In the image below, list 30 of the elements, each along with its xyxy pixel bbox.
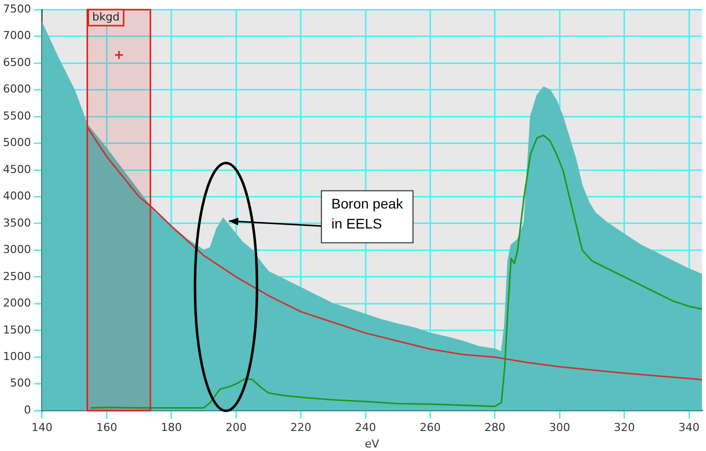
y-tick-label: 4000 <box>2 190 31 203</box>
x-tick-label: 340 <box>678 421 700 434</box>
y-tick-label: 5500 <box>2 109 31 122</box>
annotation: Boron peak in EELS <box>331 196 404 232</box>
y-tick-label: 1000 <box>2 350 31 363</box>
y-tick-label: 1500 <box>2 323 31 336</box>
y-tick-label: 3000 <box>2 243 31 256</box>
y-tick-label: 2000 <box>2 296 31 310</box>
x-tick-label: 260 <box>420 421 441 434</box>
x-tick-label: 240 <box>355 421 376 434</box>
y-tick-label: 7500 <box>2 2 31 16</box>
y-tick-label: 6500 <box>2 56 31 69</box>
x-tick-label: 200 <box>226 421 247 434</box>
x-tick-label: 180 <box>160 421 182 434</box>
x-tick-label: 220 <box>290 421 312 434</box>
y-tick-label: 2500 <box>2 270 31 283</box>
y-tick-label: 3500 <box>2 216 31 230</box>
y-tick-label: 500 <box>10 376 31 390</box>
x-axis-title: eV <box>364 437 380 450</box>
x-tick-label: 300 <box>549 421 570 434</box>
y-tick-label: 5000 <box>2 136 31 150</box>
y-tick-label: 0 <box>24 403 31 416</box>
y-tick-label: 4500 <box>2 162 31 176</box>
y-tick-label: 6000 <box>2 82 31 96</box>
band-label: bkgd <box>92 10 120 24</box>
x-tick-label: 140 <box>31 421 52 434</box>
x-tick-label: 320 <box>614 421 635 434</box>
x-tick-label: 280 <box>484 421 506 434</box>
x-tick-label: 160 <box>96 421 118 434</box>
y-tick-label: 7000 <box>2 29 31 42</box>
